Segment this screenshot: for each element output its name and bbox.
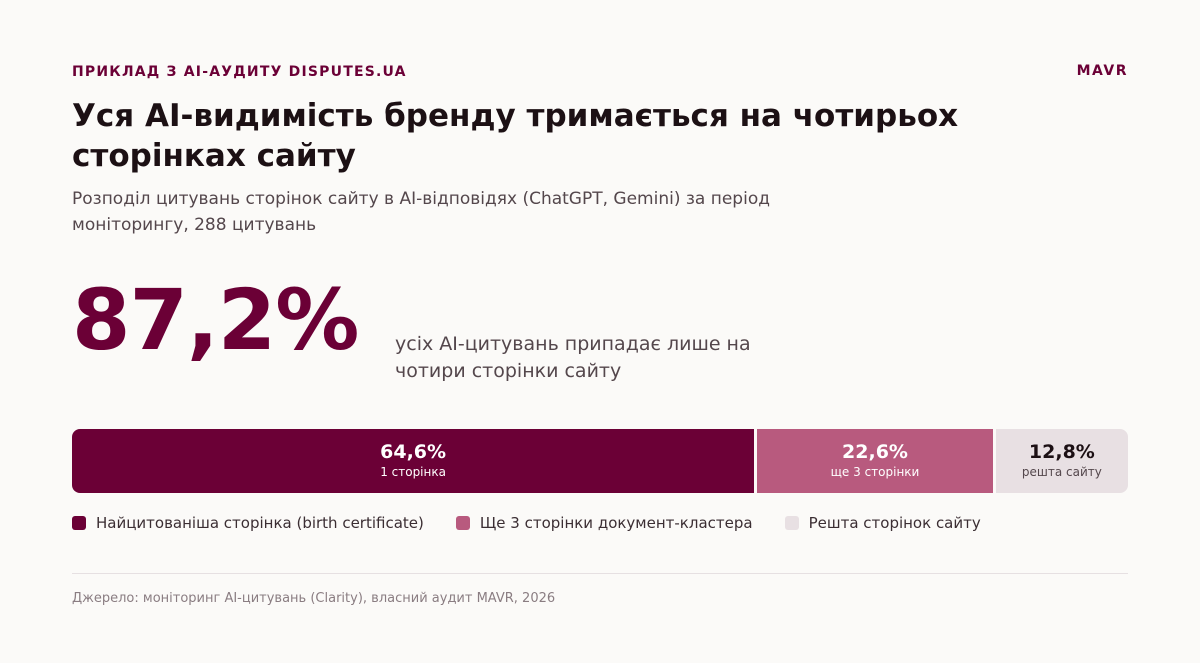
bar-value-label: 22,6% xyxy=(842,441,908,463)
legend-swatch-muted xyxy=(784,516,799,530)
legend-item: Решта сторінок сайту xyxy=(784,514,981,532)
divider xyxy=(72,573,1128,574)
legend: Найцитованіша сторінка (birth certificat… xyxy=(72,514,1013,532)
bar-category-label: 1 сторінка xyxy=(380,465,446,479)
bar-category-label: решта сайту xyxy=(1021,465,1102,479)
bar-segment-cluster: 22,6% ще 3 сторінки xyxy=(754,429,993,493)
legend-label: Найцитованіша сторінка (birth certificat… xyxy=(96,514,424,532)
bar-value-label: 12,8% xyxy=(1028,441,1095,463)
legend-swatch-primary xyxy=(72,516,86,530)
source-note: Джерело: моніторинг AI-цитувань (Clarity… xyxy=(72,591,556,606)
highlight-value: 87,2% xyxy=(72,271,359,369)
bar-segment-top-page: 64,6% 1 сторінка xyxy=(72,429,755,493)
highlight-caption: усіх AI-цитувань припадає лише на чотири… xyxy=(395,333,751,382)
legend-label: Ще 3 сторінки документ-кластера xyxy=(479,514,753,532)
brand-logo: MAVR xyxy=(1076,63,1128,79)
bar-category-label: ще 3 сторінки xyxy=(830,465,920,479)
page-subtitle: Розподіл цитувань сторінок сайту в AI-ві… xyxy=(72,189,770,235)
kicker: ПРИКЛАД З AI-АУДИТУ DISPUTES.UA xyxy=(72,64,407,80)
bar-value-label: 64,6% xyxy=(380,441,447,463)
legend-item: Ще 3 сторінки документ-кластера xyxy=(455,514,753,532)
page-title: Уся AI-видимість бренду тримається на чо… xyxy=(72,98,959,174)
stacked-bar: 64,6% 1 сторінка 22,6% ще 3 сторінки 12,… xyxy=(72,429,1128,493)
legend-label: Решта сторінок сайту xyxy=(808,514,981,532)
legend-item: Найцитованіша сторінка (birth certificat… xyxy=(72,514,424,532)
bar-segment-rest: 12,8% решта сайту xyxy=(992,429,1128,493)
legend-swatch-secondary xyxy=(455,516,470,530)
